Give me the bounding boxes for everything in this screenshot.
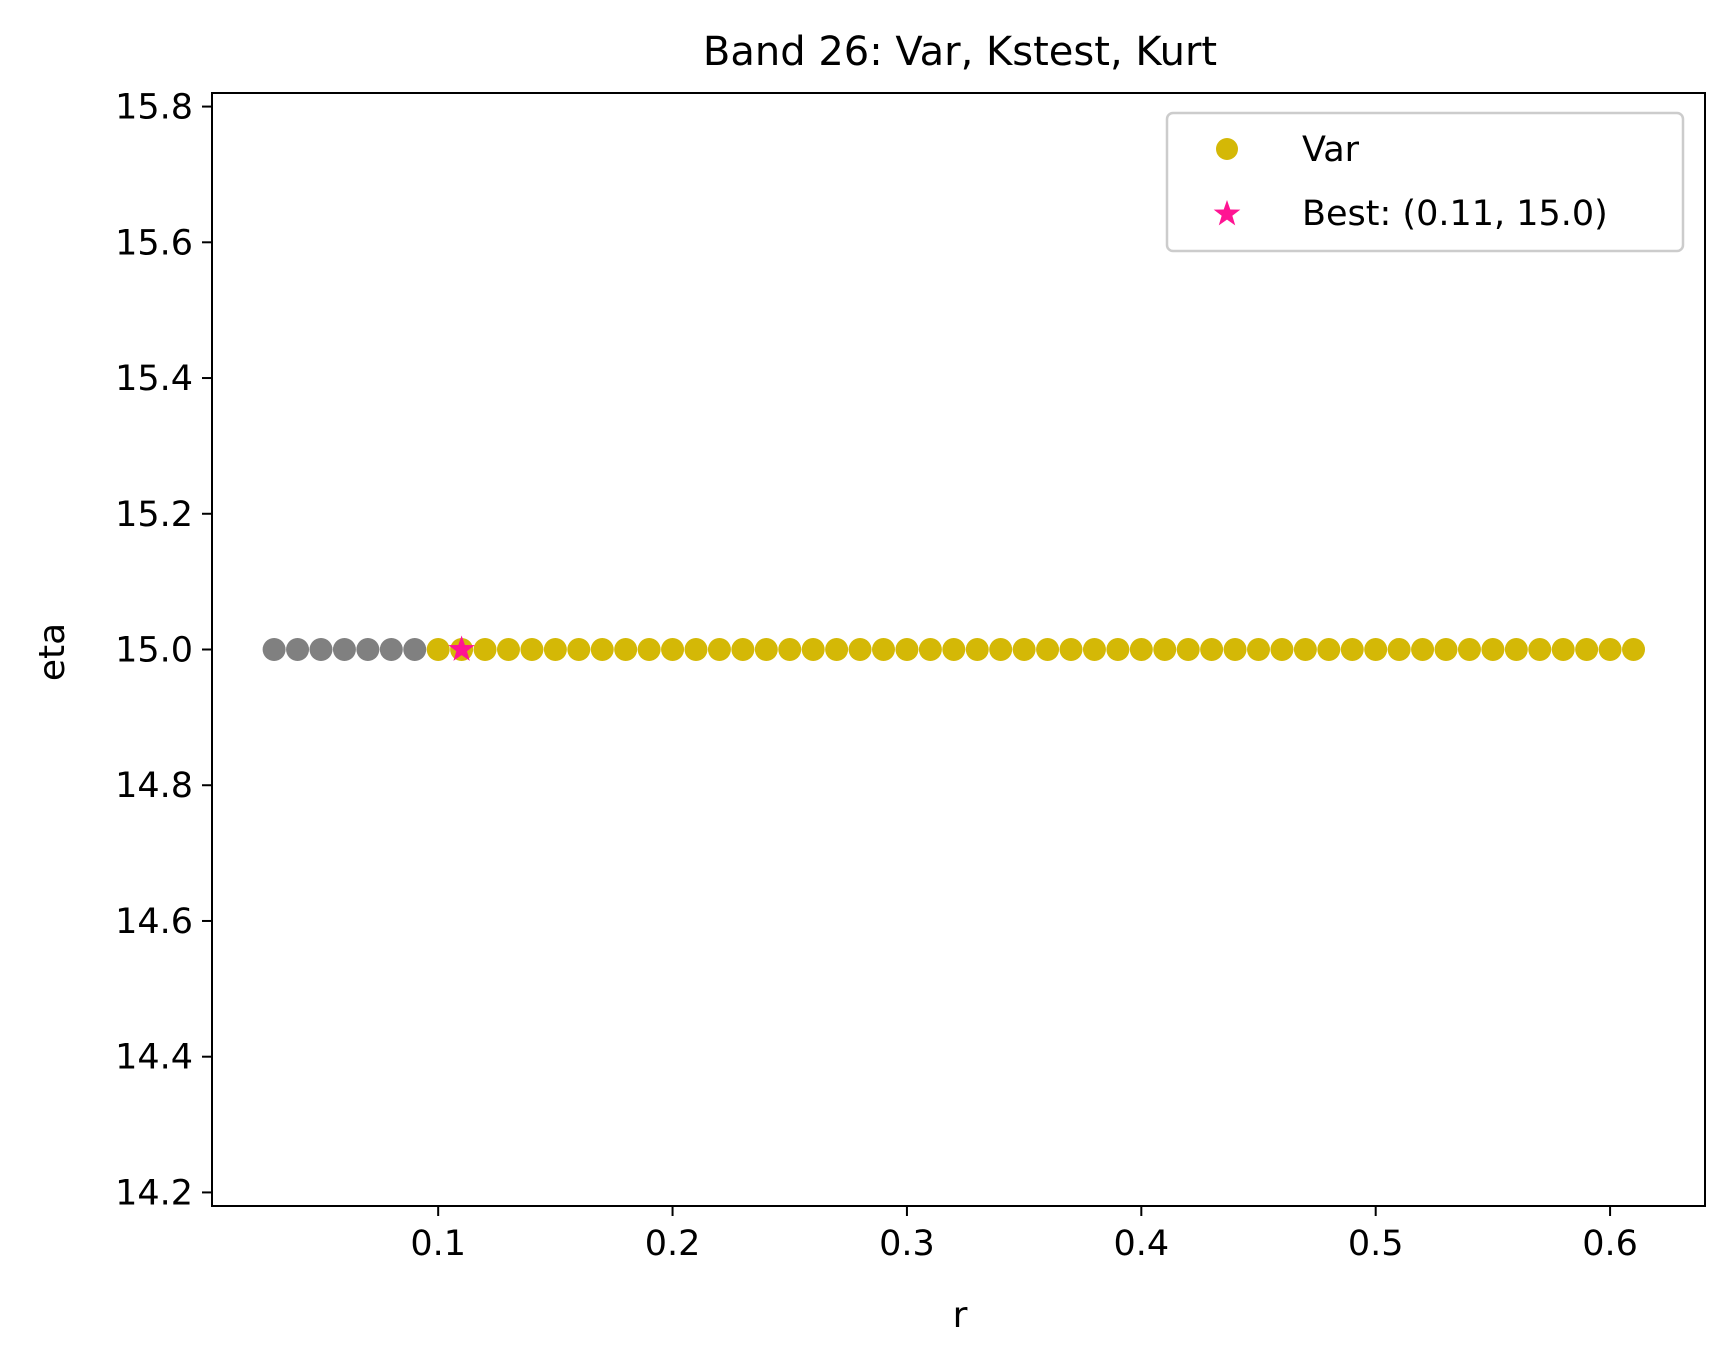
y-tick-label: 15.2 [115,495,193,535]
y-tick-label: 15.4 [115,359,193,399]
scatter-point [1293,638,1317,661]
scatter-point [286,638,310,661]
x-tick-label: 0.5 [1348,1224,1404,1264]
scatter-point [895,638,919,661]
scatter-point [520,638,544,661]
scatter-point [1059,638,1083,661]
x-axis-ticks: 0.1 0.2 0.3 0.4 0.5 0.6 [410,1206,1638,1264]
y-tick-label: 14.4 [115,1038,193,1078]
best-point-star [448,635,475,661]
scatter-point [1036,638,1060,661]
scatter-point [989,638,1013,661]
scatter-point [1129,638,1153,661]
scatter-point [1551,638,1575,661]
y-tick-label: 15.6 [115,223,193,263]
legend-best-marker [1213,200,1241,226]
y-tick-label: 14.2 [115,1173,193,1213]
y-tick-label: 15.0 [115,631,193,671]
scatter-point [1528,638,1552,661]
scatter-point [1364,638,1388,661]
scatter-point [707,638,731,661]
scatter-point [1153,638,1177,661]
scatter-point [1481,638,1505,661]
scatter-point [332,638,356,661]
plot-area [211,92,1706,1207]
scatter-point [614,638,638,661]
scatter-point [1106,638,1130,661]
legend: Var Best: (0.11, 15.0) [1165,111,1685,253]
y-tick-label: 15.8 [115,88,193,128]
scatter-point [1082,638,1106,661]
scatter-point [473,638,497,661]
x-tick-label: 0.3 [879,1224,935,1264]
scatter-point [1317,638,1341,661]
scatter-point [661,638,685,661]
scatter-point [567,638,591,661]
scatter-point [1598,638,1622,661]
scatter-point [918,638,942,661]
x-tick-label: 0.4 [1113,1224,1169,1264]
legend-frame [1165,111,1685,253]
y-axis-ticks: 14.2 14.4 14.6 14.8 15.0 15.2 15.4 15.6 15.8 [115,88,212,1213]
x-tick-label: 0.1 [410,1224,466,1264]
scatter-point [871,638,895,661]
scatter-point [942,638,966,661]
scatter-point [637,638,661,661]
scatter-point [543,638,567,661]
scatter-point [1575,638,1599,661]
legend-var-marker [1216,138,1238,160]
scatter-point [1340,638,1364,661]
chart-title: Band 26: Var, Kstest, Kurt [703,29,1217,75]
y-tick-label: 14.6 [115,902,193,942]
scatter-point [1176,638,1200,661]
scatter-point [379,638,403,661]
scatter-point [754,638,778,661]
legend-best-label: Best: (0.11, 15.0) [1302,194,1608,234]
scatter-point [356,638,380,661]
scatter-point [1411,638,1435,661]
scatter-point [1223,638,1247,661]
scatter-point [262,638,286,661]
scatter-point [1434,638,1458,661]
scatter-point [1504,638,1528,661]
x-tick-label: 0.2 [645,1224,701,1264]
scatter-point [403,638,427,661]
scatter-point [1247,638,1271,661]
scatter-point [426,638,450,661]
scatter-point [1270,638,1294,661]
scatter-point [1012,638,1036,661]
scatter-point [848,638,872,661]
scatter-point [1457,638,1481,661]
scatter-point [590,638,614,661]
scatter-point [731,638,755,661]
y-axis-label: eta [32,623,73,681]
scatter-point [825,638,849,661]
scatter-point [684,638,708,661]
scatter-point [801,638,825,661]
scatter-point [496,638,520,661]
x-tick-label: 0.6 [1582,1224,1638,1264]
scatter-point [1622,638,1646,661]
scatter-point [778,638,802,661]
scatter-point [309,638,333,661]
x-axis-label: r [953,1295,968,1336]
scatter-point [965,638,989,661]
scatter-point [1387,638,1411,661]
scatter-point [1200,638,1224,661]
y-tick-label: 14.8 [115,766,193,806]
legend-var-label: Var [1302,130,1360,170]
